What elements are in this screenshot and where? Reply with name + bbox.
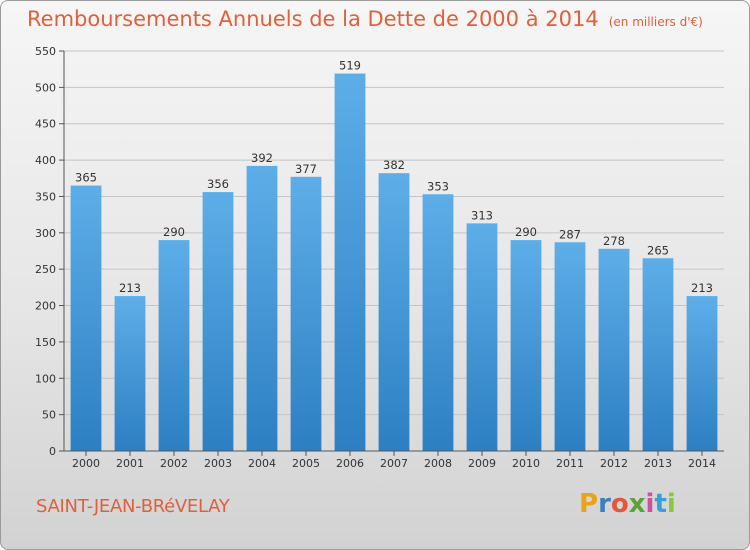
bar-2012: [598, 248, 630, 451]
y-tick-label: 350: [35, 190, 56, 203]
data-label-2004: 392: [251, 151, 273, 165]
bar-2004: [246, 165, 278, 451]
data-label-2009: 313: [471, 208, 493, 222]
logo-letter: i: [645, 489, 655, 519]
chart-title-text: Remboursements Annuels de la Dette de 20…: [27, 7, 599, 31]
data-label-2014: 213: [691, 281, 713, 295]
logo-letter: x: [628, 489, 646, 519]
bar-2008: [422, 194, 454, 452]
bar-2002: [158, 240, 190, 451]
axis-layer: 0 50 100 150 200 250 300 350 400 450 500 550 2000 200…: [35, 45, 724, 470]
bar-2003: [202, 192, 234, 451]
bar-2010: [510, 240, 542, 451]
x-tick-label-2007: 2007: [380, 457, 408, 470]
x-tick-label-2006: 2006: [336, 457, 364, 470]
data-label-2012: 278: [603, 234, 625, 248]
logo-letter: t: [654, 489, 667, 519]
bar-2014: [686, 296, 718, 451]
x-tick-label-2012: 2012: [600, 457, 628, 470]
y-tick-label: 0: [49, 445, 56, 458]
logo-letter: o: [610, 489, 629, 519]
bar-2000: [70, 185, 102, 451]
chart-title: Remboursements Annuels de la Dette de 20…: [27, 7, 703, 31]
data-label-2006: 519: [339, 59, 361, 73]
bar-2013: [642, 258, 674, 451]
x-tick-label-2003: 2003: [204, 457, 232, 470]
data-label-2008: 353: [427, 179, 449, 193]
y-tick-label: 100: [35, 372, 56, 385]
x-tick-label-2008: 2008: [424, 457, 452, 470]
chart-subtitle: (en milliers d'€): [608, 15, 703, 29]
bar-2009: [466, 223, 498, 451]
y-tick-label: 50: [42, 409, 56, 422]
y-tick-label: 150: [35, 336, 56, 349]
bar-2001: [114, 296, 146, 451]
x-tick-label-2004: 2004: [248, 457, 276, 470]
y-tick-label: 400: [35, 154, 56, 167]
x-tick-label-2014: 2014: [688, 457, 716, 470]
bars-layer: 365 213 290 356 392 377 519 382 353 313 290 287 278 2…: [70, 59, 718, 452]
proxiti-logo: Proxiti: [579, 489, 676, 519]
y-tick-label: 450: [35, 118, 56, 131]
data-label-2013: 265: [647, 243, 669, 257]
data-label-2000: 365: [75, 171, 97, 185]
data-label-2001: 213: [119, 281, 141, 295]
data-label-2011: 287: [559, 227, 581, 241]
x-tick-label-2011: 2011: [556, 457, 584, 470]
x-tick-label-2005: 2005: [292, 457, 320, 470]
x-tick-label-2002: 2002: [160, 457, 188, 470]
logo-letter: i: [666, 489, 676, 519]
x-tick-label-2010: 2010: [512, 457, 540, 470]
data-label-2003: 356: [207, 177, 229, 191]
bar-2011: [554, 242, 586, 451]
data-label-2005: 377: [295, 162, 317, 176]
x-tick-label-2009: 2009: [468, 457, 496, 470]
y-tick-label: 550: [35, 45, 56, 58]
y-tick-label: 250: [35, 263, 56, 276]
y-tick-label: 500: [35, 81, 56, 94]
x-tick-label-2013: 2013: [644, 457, 672, 470]
bar-2005: [290, 176, 322, 451]
data-label-2010: 290: [515, 225, 537, 239]
x-tick-label-2001: 2001: [116, 457, 144, 470]
logo-letter: r: [598, 489, 611, 519]
x-tick-label-2000: 2000: [72, 457, 100, 470]
y-tick-label: 300: [35, 227, 56, 240]
bar-2006: [334, 73, 366, 451]
logo-letter: P: [579, 489, 599, 519]
data-label-2007: 382: [383, 158, 405, 172]
commune-name: SAINT-JEAN-BRéVELAY: [36, 496, 230, 517]
data-label-2002: 290: [163, 225, 185, 239]
bar-2007: [378, 173, 410, 451]
y-tick-label: 200: [35, 300, 56, 313]
